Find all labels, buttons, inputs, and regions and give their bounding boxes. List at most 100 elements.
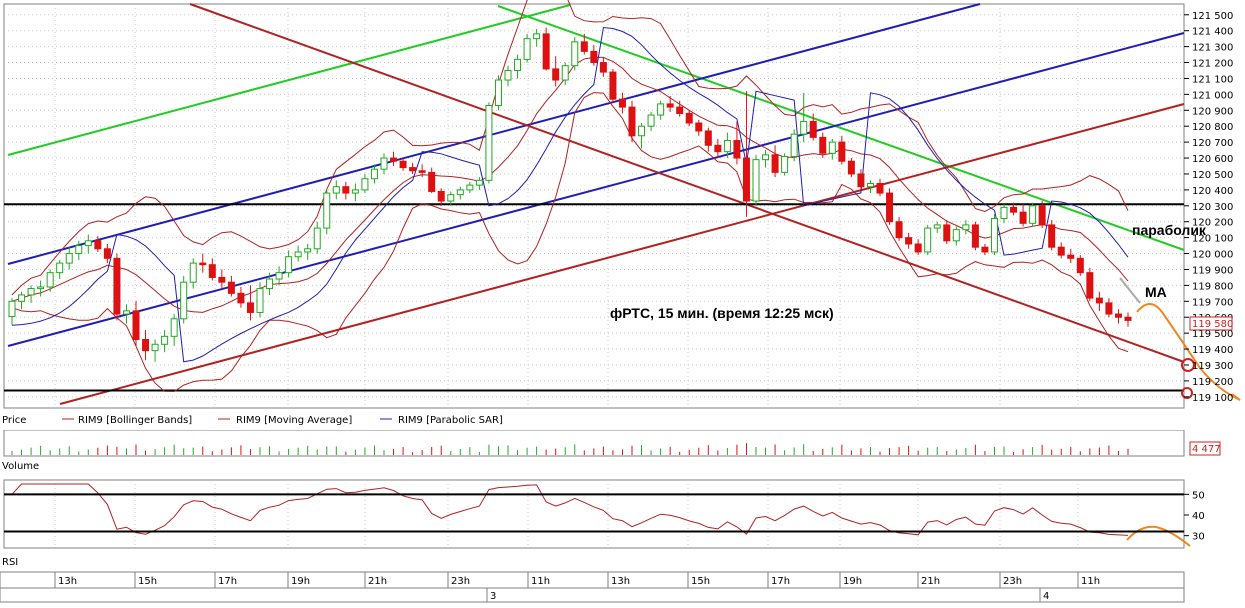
date-label: 4 <box>1043 591 1049 602</box>
candle-body <box>485 105 493 181</box>
candle-body <box>542 33 550 70</box>
price-tick-label: 120 200 <box>1192 218 1233 229</box>
candle-body <box>504 69 512 81</box>
candle-body <box>1124 316 1132 321</box>
candle-body <box>1105 302 1113 315</box>
candle-body <box>1029 205 1037 224</box>
candle-body <box>742 157 750 202</box>
candle-body <box>618 98 626 108</box>
candle-body <box>170 318 178 337</box>
time-label: 19h <box>843 576 862 587</box>
candle-body <box>475 179 483 186</box>
rsi-tick-label: 40 <box>1192 511 1205 522</box>
candle-body <box>628 106 636 137</box>
candle-body <box>866 183 874 188</box>
time-label: 23h <box>1003 576 1022 587</box>
candle-body <box>1019 211 1027 224</box>
candle-body <box>75 245 83 255</box>
candle-body <box>676 106 684 114</box>
bollinger-lower <box>11 92 1129 393</box>
rsi-tick-label: 30 <box>1192 532 1205 543</box>
candle-body <box>886 192 894 223</box>
time-label: 11h <box>1081 576 1100 587</box>
candle-body <box>65 253 73 264</box>
candle-body <box>590 50 598 64</box>
candle-body <box>227 281 235 294</box>
candle-body <box>714 144 722 153</box>
pane-label-volume: Volume <box>2 461 39 472</box>
price-tick-label: 120 900 <box>1192 106 1233 117</box>
candle-body <box>84 240 92 247</box>
candle-body <box>142 339 150 352</box>
volume-last-value: 4 477 <box>1192 444 1221 455</box>
candle-body <box>199 262 207 266</box>
candle-body <box>647 114 655 127</box>
candle-body <box>1086 272 1094 299</box>
price-tick-label: 119 500 <box>1192 329 1233 340</box>
candle-body <box>723 140 731 153</box>
bollinger-upper <box>11 0 1129 296</box>
price-tick-label: 119 300 <box>1192 361 1233 372</box>
candle-body <box>895 221 903 239</box>
candle-body <box>1114 313 1122 318</box>
candle-body <box>771 154 779 173</box>
price-tick-label: 121 100 <box>1192 74 1233 85</box>
candle-body <box>418 170 426 173</box>
candle-body <box>304 248 312 253</box>
candle-body <box>733 140 741 159</box>
candle-body <box>275 272 283 280</box>
candle-body <box>638 125 646 137</box>
red-trendline-ascending <box>59 103 1185 405</box>
annotation-parabolic: параболик <box>1132 222 1207 238</box>
time-label: 13h <box>58 576 77 587</box>
price-tick-label: 120 400 <box>1192 186 1233 197</box>
candle-body <box>800 120 808 135</box>
price-tick-label: 119 900 <box>1192 265 1233 276</box>
legend-item-sar: RIM9 [Parabolic SAR] <box>398 415 503 426</box>
price-tick-label: 120 000 <box>1192 250 1233 261</box>
candle-body <box>390 157 398 162</box>
moving-average <box>11 56 1129 313</box>
red-trendline-descending <box>189 3 1185 363</box>
candle-body <box>466 184 474 191</box>
candle-body <box>914 243 922 253</box>
candle-body <box>762 154 770 161</box>
candle-body <box>962 224 970 231</box>
last-price-value: 119 580 <box>1192 319 1233 330</box>
candle-body <box>246 302 254 313</box>
candle-body <box>1076 257 1084 274</box>
blue-channel-upper <box>7 3 981 265</box>
candle-body <box>571 41 579 67</box>
candle-body <box>981 246 989 253</box>
candle-body <box>27 288 35 296</box>
candle-body <box>294 251 302 258</box>
price-tick-label: 119 200 <box>1192 377 1233 388</box>
candle-body <box>456 189 464 196</box>
volume-bars <box>11 443 1129 455</box>
time-axis-labels: 13h 15h 17h 19h 21h 23h 11h 13h 15h 17h 19h 21h 23h 1… <box>54 572 1100 602</box>
last-price-tag <box>1189 316 1233 331</box>
candle-body <box>580 41 588 52</box>
candle-body <box>351 189 359 194</box>
candle-body <box>428 171 436 192</box>
date-axis <box>0 587 1185 603</box>
time-label: 19h <box>291 576 310 587</box>
legend-bar <box>0 409 1245 430</box>
ma-gray-extension <box>1119 277 1141 304</box>
forecast-arrow-rsi <box>1126 525 1191 547</box>
candle-body <box>857 173 865 188</box>
candle-body <box>876 183 884 194</box>
indicators <box>11 0 1129 393</box>
candle-body <box>666 103 674 108</box>
price-tick-label: 119 400 <box>1192 345 1233 356</box>
forecast-arrow-price <box>1136 303 1241 401</box>
candle-body <box>409 167 417 172</box>
candle-body <box>533 33 541 40</box>
candle-body <box>933 224 941 229</box>
candle-body <box>94 240 102 250</box>
time-label: 21h <box>921 576 940 587</box>
candle-body <box>685 112 693 124</box>
candle-body <box>332 186 340 194</box>
candle-body <box>180 281 188 320</box>
time-label: 17h <box>771 576 790 587</box>
